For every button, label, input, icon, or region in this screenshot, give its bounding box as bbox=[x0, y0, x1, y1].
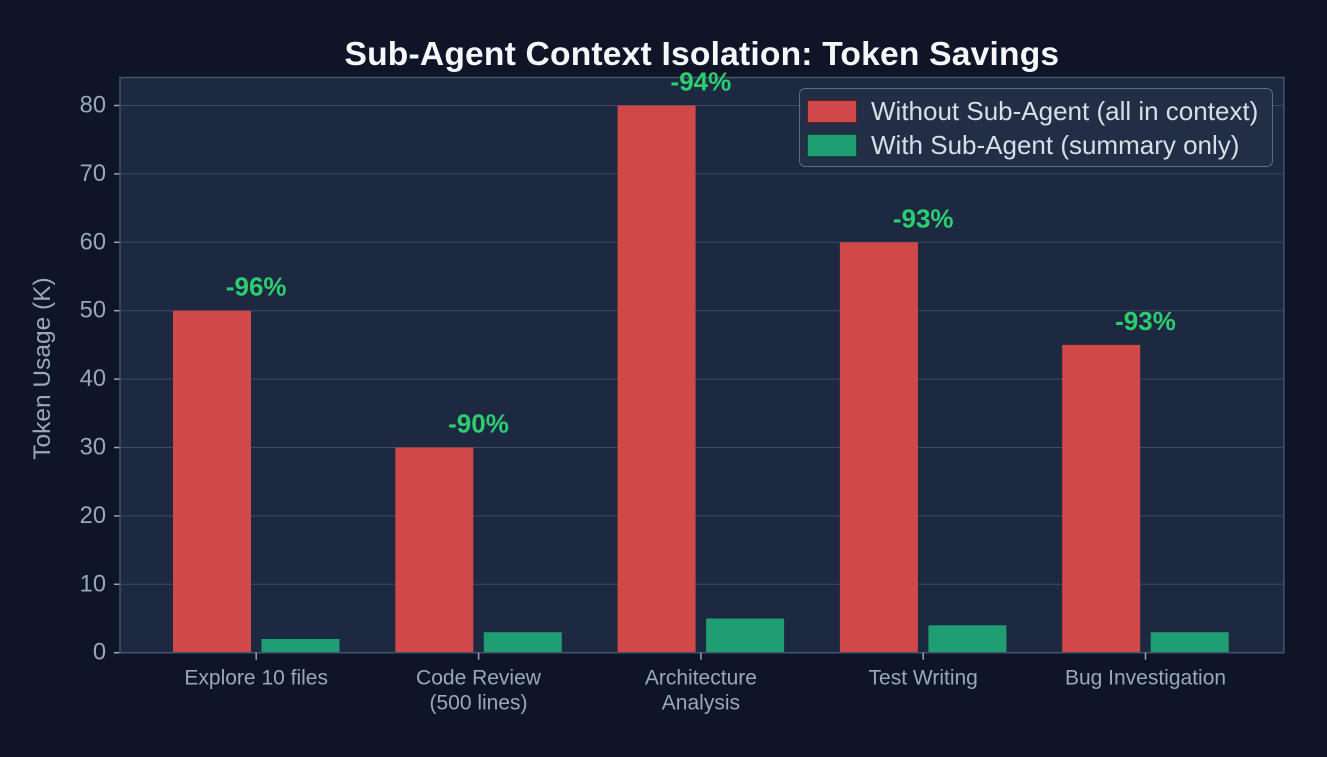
svg-text:-90%: -90% bbox=[448, 409, 509, 439]
svg-text:50: 50 bbox=[80, 298, 106, 324]
svg-text:40: 40 bbox=[80, 366, 106, 392]
svg-text:Test Writing: Test Writing bbox=[869, 667, 978, 690]
svg-text:Architecture: Architecture bbox=[645, 667, 757, 690]
svg-text:(500 lines): (500 lines) bbox=[429, 692, 527, 715]
svg-text:-96%: -96% bbox=[226, 272, 287, 302]
svg-text:60: 60 bbox=[80, 229, 106, 255]
svg-text:Explore 10 files: Explore 10 files bbox=[184, 667, 328, 690]
svg-text:30: 30 bbox=[80, 435, 106, 461]
svg-text:10: 10 bbox=[80, 571, 106, 597]
svg-text:20: 20 bbox=[80, 503, 106, 529]
svg-text:-94%: -94% bbox=[671, 67, 732, 97]
svg-text:Code Review: Code Review bbox=[416, 667, 542, 690]
svg-text:-93%: -93% bbox=[893, 203, 954, 233]
svg-text:Analysis: Analysis bbox=[662, 692, 740, 715]
svg-text:80: 80 bbox=[80, 93, 106, 119]
svg-text:Bug Investigation: Bug Investigation bbox=[1065, 667, 1226, 690]
svg-text:0: 0 bbox=[93, 640, 106, 666]
svg-text:-93%: -93% bbox=[1115, 306, 1176, 336]
svg-text:70: 70 bbox=[80, 161, 106, 187]
